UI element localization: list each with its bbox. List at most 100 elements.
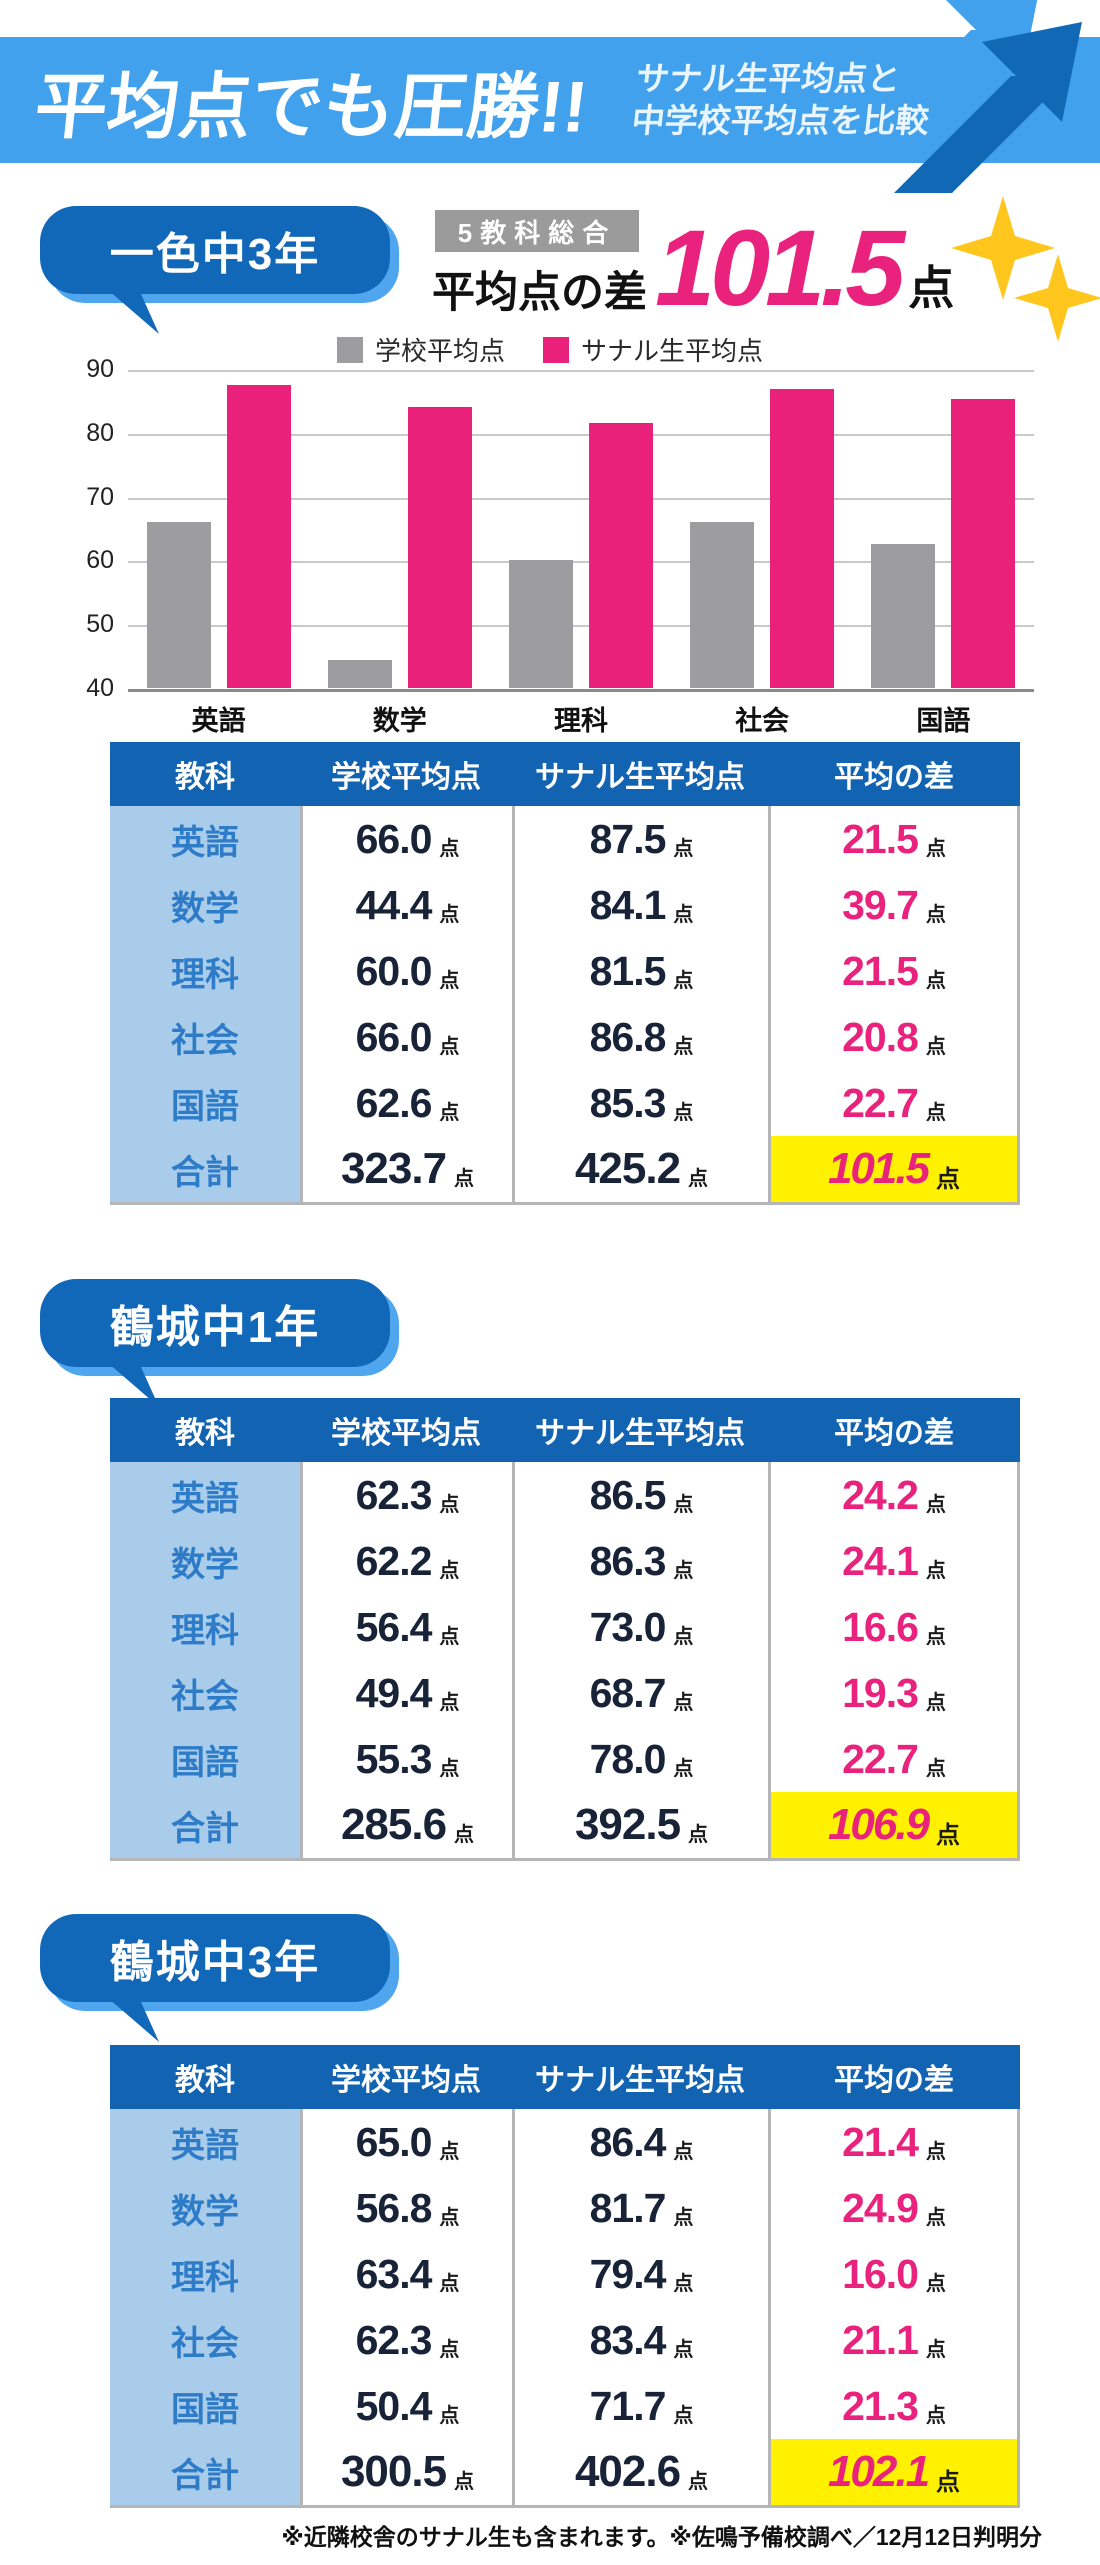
column-header: 教科 bbox=[175, 761, 235, 794]
score-table-isshiki-3: 教科 学校平均点 サナル生平均点 平均の差 英語 66.0 点 87.5 点 21.5 点数学 44… bbox=[110, 742, 1020, 1205]
subject-cell: 合計 bbox=[110, 1136, 300, 1202]
subject-cell: 社会 bbox=[110, 1004, 300, 1070]
table-row-理科: 理科 60.0 点 81.5 点 21.5 点 bbox=[110, 938, 1020, 1004]
chart-plot bbox=[128, 370, 1034, 692]
subject-cell: 合計 bbox=[110, 2439, 300, 2505]
table-row-理科: 理科 63.4 点 79.4 点 16.0 点 bbox=[110, 2241, 1020, 2307]
y-tick-50: 50 bbox=[86, 610, 114, 639]
score-table-kakujo-1: 教科 学校平均点 サナル生平均点 平均の差 英語 62.3 点 86.5 点 24.2 点数学 62… bbox=[110, 1398, 1020, 1861]
chart-x-axis: 英語 数学 理科 社会 国語 bbox=[128, 697, 1034, 736]
diff-score-cell: 21.3 点 bbox=[768, 2373, 1020, 2439]
column-header: サナル生平均点 bbox=[535, 761, 745, 794]
school-score-cell: 50.4 点 bbox=[300, 2373, 512, 2439]
diff-score-cell: 24.9 点 bbox=[768, 2175, 1020, 2241]
diff-value-group: 101.5 点 bbox=[655, 200, 955, 322]
diff-label: 平均点の差 bbox=[432, 269, 647, 317]
table-header-row: 教科 学校平均点 サナル生平均点 平均の差 bbox=[110, 742, 1020, 806]
table-row-英語: 英語 66.0 点 87.5 点 21.5 点 bbox=[110, 806, 1020, 872]
sanaru-score-cell: 79.4 点 bbox=[512, 2241, 768, 2307]
column-header: サナル生平均点 bbox=[535, 2064, 745, 2097]
diff-score-cell: 101.5 点 bbox=[768, 1136, 1020, 1202]
speech-bubble-kakujo-3: 鶴城中3年 bbox=[40, 1914, 390, 2042]
school-score-cell: 55.3 点 bbox=[300, 1726, 512, 1792]
table-header-row: 教科 学校平均点 サナル生平均点 平均の差 bbox=[110, 2045, 1020, 2109]
banner-subtitle-line2: 中学校平均点を比較 bbox=[629, 102, 931, 139]
sanaru-score-cell: 71.7 点 bbox=[512, 2373, 768, 2439]
gridline-60 bbox=[128, 561, 1034, 564]
y-tick-80: 80 bbox=[86, 418, 114, 447]
table-row-理科: 理科 56.4 点 73.0 点 16.6 点 bbox=[110, 1594, 1020, 1660]
bar-数学-sanaru bbox=[407, 406, 472, 688]
school-score-cell: 63.4 点 bbox=[300, 2241, 512, 2307]
bar-国語-school bbox=[871, 543, 936, 688]
school-score-cell: 44.4 点 bbox=[300, 872, 512, 938]
footnote: ※近隣校舎のサナル生も含まれます。※佐鳴予備校調べ／12月12日判明分 bbox=[281, 2524, 1042, 2550]
subject-cell: 理科 bbox=[110, 1594, 300, 1660]
bubble-tail-icon bbox=[108, 1998, 159, 2042]
diff-score-cell: 22.7 点 bbox=[768, 1070, 1020, 1136]
diff-score-cell: 21.5 点 bbox=[768, 806, 1020, 872]
sanaru-score-cell: 86.5 点 bbox=[512, 1462, 768, 1528]
y-tick-40: 40 bbox=[86, 674, 114, 702]
bubble-tail-icon bbox=[108, 290, 159, 334]
table-row-英語: 英語 62.3 点 86.5 点 24.2 点 bbox=[110, 1462, 1020, 1528]
table-body: 英語 66.0 点 87.5 点 21.5 点数学 44.4 点 84.1 点 39.7 点理科 60.0… bbox=[110, 806, 1020, 1205]
sparkles-icon bbox=[951, 196, 1100, 342]
column-header: 教科 bbox=[175, 1417, 235, 1450]
banner-title: 平均点でも圧勝!! bbox=[31, 67, 592, 148]
table-row-数学: 数学 62.2 点 86.3 点 24.1 点 bbox=[110, 1528, 1020, 1594]
table-row-社会: 社会 49.4 点 68.7 点 19.3 点 bbox=[110, 1660, 1020, 1726]
score-table-kakujo-3: 教科 学校平均点 サナル生平均点 平均の差 英語 65.0 点 86.4 点 21.4 点数学 56… bbox=[110, 2045, 1020, 2508]
school-score-cell: 65.0 点 bbox=[300, 2109, 512, 2175]
sanaru-score-cell: 78.0 点 bbox=[512, 1726, 768, 1792]
sanaru-score-cell: 68.7 点 bbox=[512, 1660, 768, 1726]
bubble-label: 鶴城中1年 bbox=[109, 1303, 321, 1352]
diff-score-cell: 21.1 点 bbox=[768, 2307, 1020, 2373]
legend-item-sanaru: サナル生平均点 bbox=[543, 331, 763, 368]
school-score-cell: 66.0 点 bbox=[300, 1004, 512, 1070]
speech-bubble-kakujo-1: 鶴城中1年 bbox=[40, 1279, 390, 1407]
x-label-国語: 国語 bbox=[916, 706, 971, 736]
sanaru-score-cell: 402.6 点 bbox=[512, 2439, 768, 2505]
subject-cell: 国語 bbox=[110, 1726, 300, 1792]
x-label-英語: 英語 bbox=[191, 706, 246, 736]
legend-swatch-sanaru bbox=[543, 336, 569, 363]
sanaru-score-cell: 86.4 点 bbox=[512, 2109, 768, 2175]
school-score-cell: 56.4 点 bbox=[300, 1594, 512, 1660]
y-tick-70: 70 bbox=[86, 482, 114, 511]
bubble-label: 鶴城中3年 bbox=[109, 1938, 321, 1987]
bar-数学-school bbox=[327, 659, 392, 688]
diff-score-cell: 24.2 点 bbox=[768, 1462, 1020, 1528]
legend-label-sanaru: サナル生平均点 bbox=[581, 336, 764, 366]
bar-理科-sanaru bbox=[589, 423, 653, 688]
bar-英語-school bbox=[146, 522, 211, 688]
speech-bubble-isshiki-3: 一色中3年 bbox=[40, 206, 390, 334]
column-header: 学校平均点 bbox=[331, 2064, 481, 2097]
gridline-70 bbox=[128, 497, 1034, 500]
school-score-cell: 62.6 点 bbox=[300, 1070, 512, 1136]
table-row-合計: 合計 323.7 点 425.2 点 101.5 点 bbox=[110, 1136, 1020, 1202]
bar-国語-sanaru bbox=[951, 399, 1016, 688]
column-header: 平均の差 bbox=[834, 1417, 954, 1450]
subject-cell: 国語 bbox=[110, 2373, 300, 2439]
subject-cell: 英語 bbox=[110, 2109, 300, 2175]
diff-score-cell: 21.5 点 bbox=[768, 938, 1020, 1004]
table-row-国語: 国語 50.4 点 71.7 点 21.3 点 bbox=[110, 2373, 1020, 2439]
table-row-合計: 合計 285.6 点 392.5 点 106.9 点 bbox=[110, 1792, 1020, 1858]
diff-score-cell: 21.4 点 bbox=[768, 2109, 1020, 2175]
gridline-90 bbox=[128, 370, 1034, 372]
table-header-row: 教科 学校平均点 サナル生平均点 平均の差 bbox=[110, 1398, 1020, 1462]
diff-score-cell: 102.1 点 bbox=[768, 2439, 1020, 2505]
legend-item-school: 学校平均点 bbox=[336, 331, 505, 368]
school-score-cell: 285.6 点 bbox=[300, 1792, 512, 1858]
subject-cell: 合計 bbox=[110, 1792, 300, 1858]
diff-score-cell: 16.0 点 bbox=[768, 2241, 1020, 2307]
diff-score-cell: 19.3 点 bbox=[768, 1660, 1020, 1726]
sanaru-score-cell: 73.0 点 bbox=[512, 1594, 768, 1660]
sanaru-score-cell: 425.2 点 bbox=[512, 1136, 768, 1202]
legend-label-school: 学校平均点 bbox=[374, 336, 505, 366]
subject-count-badge: 5教科総合 bbox=[435, 210, 639, 252]
header-banner: 平均点でも圧勝!! サナル生平均点と 中学校平均点を比較 bbox=[0, 0, 1100, 193]
sanaru-score-cell: 83.4 点 bbox=[512, 2307, 768, 2373]
diff-unit: 点 bbox=[908, 262, 955, 314]
